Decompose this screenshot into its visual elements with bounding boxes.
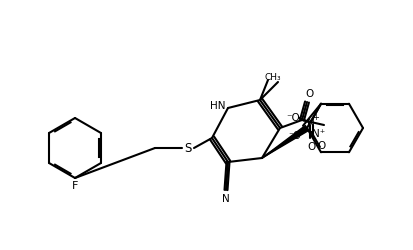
Text: O: O: [317, 141, 325, 151]
Text: F: F: [72, 181, 78, 191]
Text: O: O: [307, 142, 315, 152]
Text: CH₃: CH₃: [265, 72, 281, 82]
Text: HN: HN: [210, 101, 226, 111]
Text: N⁺: N⁺: [312, 129, 325, 139]
Text: S: S: [184, 142, 192, 154]
Text: N: N: [307, 118, 315, 128]
Text: ⁻O: ⁻O: [286, 113, 300, 123]
Polygon shape: [262, 126, 309, 158]
Text: +: +: [313, 113, 319, 122]
Text: O: O: [305, 89, 313, 99]
Text: N: N: [222, 194, 230, 204]
Text: ⁻O: ⁻O: [288, 131, 301, 141]
